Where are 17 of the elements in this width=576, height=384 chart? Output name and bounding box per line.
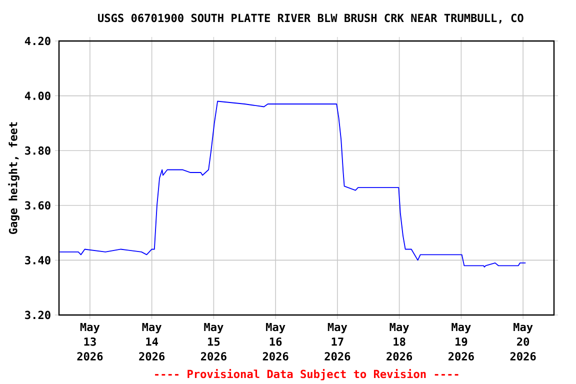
x-tick-label: May 18 2026 — [386, 322, 412, 361]
y-tick-label: 4.20 — [24, 36, 50, 46]
x-tick-label: May 13 2026 — [77, 322, 103, 361]
y-axis-title: Gage height, feet — [8, 122, 20, 234]
chart-title: USGS 06701900 SOUTH PLATTE RIVER BLW BRUSH CRK NEAR TRUMBULL, CO — [98, 14, 524, 24]
x-tick-label: May 17 2026 — [324, 322, 350, 361]
x-tick-label: May 16 2026 — [262, 322, 288, 361]
y-tick-label: 3.20 — [25, 310, 50, 320]
y-tick-label: 3.60 — [25, 201, 50, 210]
x-tick-label: May 14 2026 — [139, 322, 165, 361]
x-tick-label: May 15 2026 — [200, 322, 226, 361]
x-tick-label: May 19 2026 — [448, 322, 474, 361]
x-tick-label: May 20 2026 — [510, 322, 536, 361]
y-tick-label: 4.00 — [24, 92, 50, 100]
y-tick-label: 3.80 — [25, 146, 50, 155]
text: ---- Provisional Data Subject to Revision ---- — [155, 369, 458, 380]
y-tick-label: 3.40 — [25, 256, 50, 264]
